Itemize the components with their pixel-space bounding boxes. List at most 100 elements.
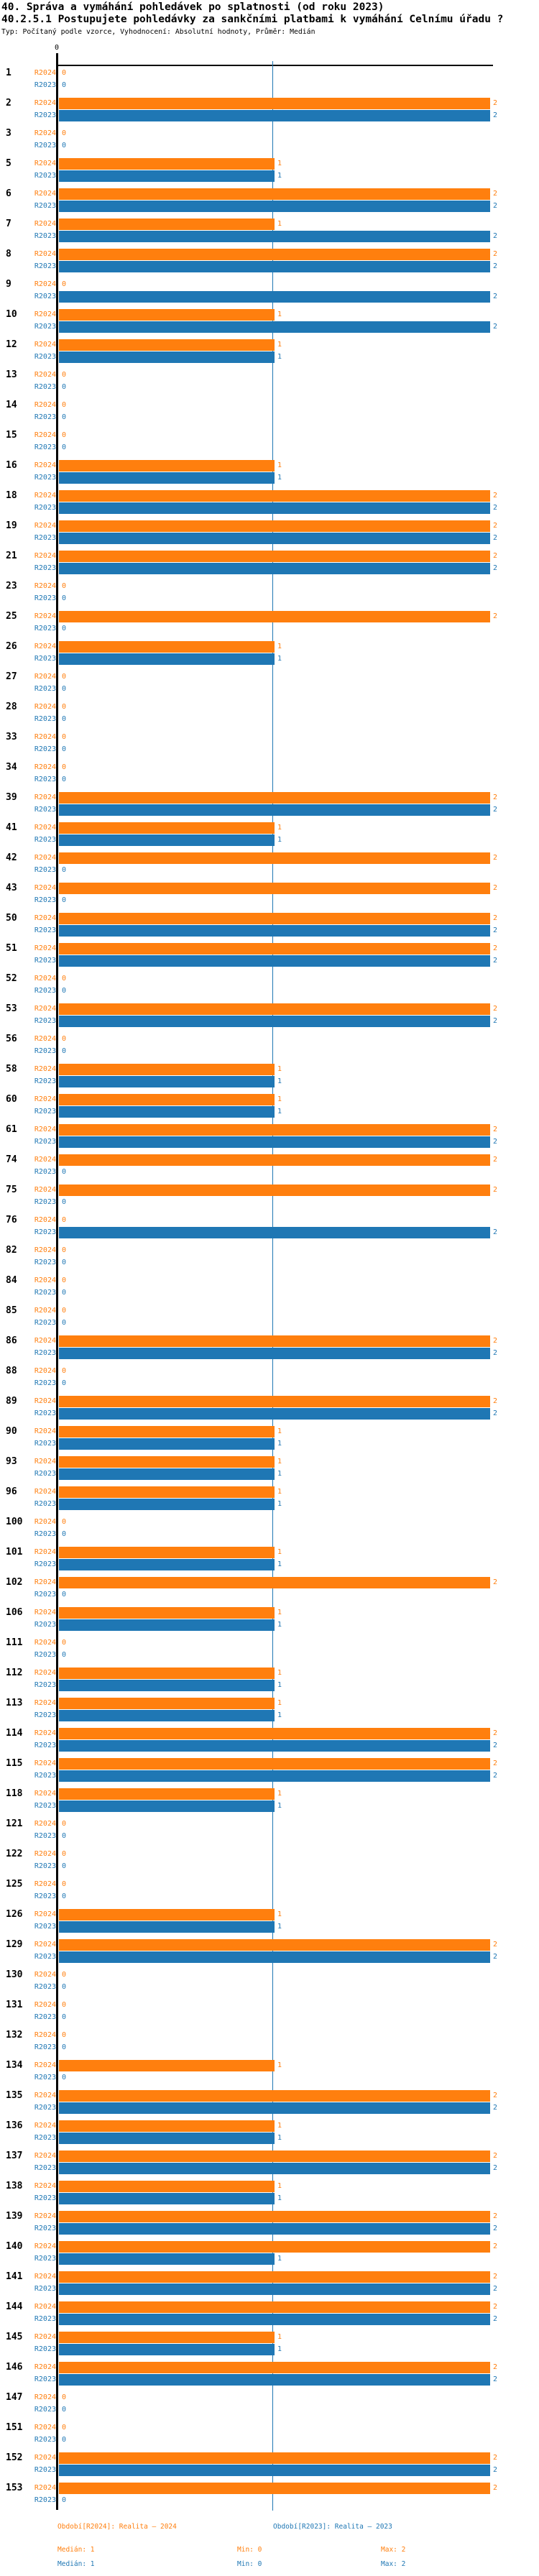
bar-r2023 [59,1348,490,1359]
series-label-r2024: R2024 [34,733,56,741]
value-label-r2024: 2 [493,2363,498,2371]
bar-r2024 [59,2271,490,2283]
bar-r2023 [59,2374,490,2386]
row-number: 88 [6,1366,17,1376]
series-label-r2023: R2023 [34,81,56,89]
series-label-r2024: R2024 [34,220,56,228]
series-label-r2024: R2024 [34,2031,56,2039]
value-label-r2024: 2 [493,1156,498,1164]
value-label-r2024: 1 [277,341,282,349]
series-label-r2024: R2024 [34,1126,56,1133]
row-number: 51 [6,943,17,954]
value-label-r2024: 0 [62,1880,67,1888]
value-label-r2024: 1 [277,1910,282,1918]
value-label-r2023: 1 [277,1440,282,1448]
series-label-r2023: R2023 [34,1862,56,1870]
value-label-r2024: 0 [62,1518,67,1526]
row-number: 76 [6,1215,17,1225]
series-label-r2023: R2023 [34,111,56,119]
series-label-r2023: R2023 [34,1349,56,1357]
series-label-r2023: R2023 [34,745,56,753]
bar-r2023 [59,472,275,484]
row-number: 43 [6,883,17,893]
value-label-r2024: 1 [277,1065,282,1073]
row-number: 139 [6,2211,23,2222]
bar-r2024 [59,1094,275,1105]
series-label-r2023: R2023 [34,2134,56,2142]
series-label-r2023: R2023 [34,142,56,150]
series-label-r2024: R2024 [34,1488,56,1496]
series-label-r2023: R2023 [34,1440,56,1448]
series-label-r2024: R2024 [34,1609,56,1616]
bar-r2023 [59,502,490,514]
bar-r2023 [59,1680,275,1691]
value-label-r2023: 0 [62,1832,67,1840]
bar-r2023 [59,2344,275,2355]
series-label-r2024: R2024 [34,310,56,318]
value-label-r2024: 0 [62,2393,67,2401]
series-label-r2023: R2023 [34,2013,56,2021]
bar-r2024 [59,1939,490,1951]
value-label-r2023: 0 [62,2074,67,2082]
bar-r2024 [59,2301,490,2313]
value-label-r2023: 2 [493,262,498,270]
value-label-r2024: 0 [62,1820,67,1828]
row-number: 19 [6,520,17,531]
series-label-r2024: R2024 [34,280,56,288]
value-label-r2024: 2 [493,190,498,198]
row-number: 129 [6,1939,23,1950]
row-number: 153 [6,2483,23,2493]
bar-r2023 [59,804,490,816]
series-label-r2023: R2023 [34,1892,56,1900]
bar-r2024 [59,1547,275,1558]
value-label-r2024: 0 [62,1639,67,1647]
row-number: 75 [6,1184,17,1195]
row-number: 52 [6,973,17,984]
bar-r2024 [59,2090,490,2102]
value-label-r2023: 2 [493,323,498,331]
legend-series-r2023: Období[R2023]: Realita — 2023 [273,2523,392,2531]
value-label-r2023: 0 [62,625,67,632]
row-number: 60 [6,1094,17,1105]
series-label-r2024: R2024 [34,1880,56,1888]
value-label-r2023: 2 [493,504,498,512]
value-label-r2023: 1 [277,1560,282,1568]
value-label-r2024: 0 [62,1246,67,1254]
bar-r2024 [59,339,275,351]
value-label-r2023: 0 [62,776,67,783]
value-label-r2024: 2 [493,1397,498,1405]
row-number: 141 [6,2271,23,2282]
series-label-r2023: R2023 [34,2285,56,2293]
bar-r2023 [59,351,275,363]
row-number: 39 [6,792,17,803]
bar-r2024 [59,188,490,200]
value-label-r2023: 0 [62,413,67,421]
series-label-r2024: R2024 [34,2303,56,2311]
row-number: 137 [6,2150,23,2161]
series-label-r2024: R2024 [34,1518,56,1526]
stat-median-r2024: Medián: 1 [57,2546,95,2554]
value-label-r2024: 0 [62,1367,67,1375]
value-label-r2023: 0 [62,896,67,904]
series-label-r2023: R2023 [34,806,56,814]
series-label-r2023: R2023 [34,293,56,300]
value-label-r2024: 0 [62,733,67,741]
series-label-r2024: R2024 [34,2001,56,2009]
series-label-r2023: R2023 [34,1168,56,1176]
series-label-r2024: R2024 [34,2122,56,2130]
chart-meta-line: Typ: Počítaný podle vzorce, Vyhodnocení:… [1,28,315,36]
bar-r2024 [59,1577,490,1588]
value-label-r2024: 0 [62,2001,67,2009]
series-label-r2024: R2024 [34,1820,56,1828]
value-label-r2024: 1 [277,1548,282,1556]
series-label-r2023: R2023 [34,504,56,512]
series-label-r2024: R2024 [34,1699,56,1707]
series-label-r2023: R2023 [34,1198,56,1206]
value-label-r2023: 1 [277,655,282,663]
value-label-r2023: 2 [493,2375,498,2383]
row-number: 21 [6,551,17,561]
bar-r2024 [59,1426,275,1438]
bar-r2023 [59,1136,490,1148]
bar-r2024 [59,1154,490,1166]
